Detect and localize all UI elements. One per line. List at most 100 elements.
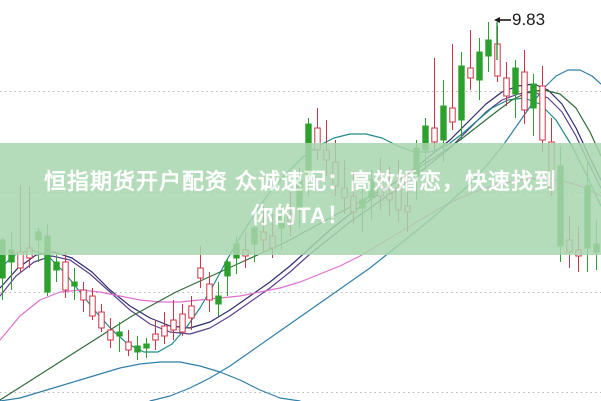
- candle-body: [242, 249, 249, 257]
- candle-body: [206, 283, 213, 301]
- candle-body: [485, 39, 492, 57]
- candle-7: [62, 252, 69, 298]
- candle-body: [593, 243, 600, 253]
- candle-body: [17, 251, 24, 269]
- candle-body: [359, 199, 366, 209]
- candle-6: [53, 252, 60, 282]
- candle-body: [224, 261, 231, 277]
- candle-13: [116, 322, 123, 352]
- candle-body: [332, 161, 339, 187]
- candle-52: [467, 30, 474, 90]
- candle-body: [125, 341, 132, 351]
- candle-body: [467, 67, 474, 79]
- candle-body: [53, 261, 60, 271]
- price-callout: 9.83: [494, 11, 545, 28]
- candle-body: [350, 195, 357, 213]
- candle-body: [539, 85, 546, 141]
- candle-body: [152, 333, 159, 341]
- candle-body: [440, 105, 447, 141]
- candle-53: [476, 38, 483, 100]
- candle-body: [296, 179, 303, 209]
- candle-16: [143, 338, 150, 358]
- candle-body: [71, 281, 78, 287]
- candle-18: [161, 312, 168, 344]
- candle-58: [521, 50, 528, 124]
- candle-body: [422, 125, 429, 151]
- candle-body: [62, 261, 69, 291]
- candle-body: [431, 127, 438, 143]
- arrow-left-icon: [494, 16, 511, 23]
- candle-9: [80, 282, 87, 312]
- candle-body: [8, 249, 15, 263]
- candle-body: [197, 267, 204, 279]
- candle-body: [413, 147, 420, 177]
- candle-57: [512, 60, 519, 118]
- candle-body: [458, 65, 465, 121]
- candle-body: [395, 187, 402, 211]
- candle-body: [341, 187, 348, 199]
- candle-body: [314, 127, 321, 151]
- candle-body: [44, 235, 51, 293]
- candle-8: [71, 268, 78, 300]
- candle-10: [89, 288, 96, 320]
- candle-body: [476, 51, 483, 81]
- candle-body: [98, 311, 105, 329]
- candle-24: [215, 282, 222, 316]
- candle-body: [305, 123, 312, 177]
- candle-body: [566, 239, 573, 253]
- candle-50: [449, 44, 456, 130]
- candle-12: [107, 318, 114, 348]
- candle-25: [224, 258, 231, 296]
- candle-body: [134, 345, 141, 353]
- candle-body: [323, 149, 330, 161]
- candle-59: [530, 74, 537, 136]
- candle-body: [80, 289, 87, 301]
- candle-body: [503, 77, 510, 97]
- price-callout-label: 9.83: [512, 10, 546, 29]
- ma-line-ma-steelblue: [0, 361, 301, 401]
- candle-56: [503, 62, 510, 106]
- candle-20: [179, 304, 186, 336]
- candle-body: [0, 239, 6, 279]
- candle-body: [377, 185, 384, 197]
- candle-body: [35, 231, 42, 241]
- candle-60: [539, 66, 546, 152]
- candle-body: [116, 331, 123, 337]
- candle-body: [548, 141, 555, 189]
- candle-54: [485, 22, 492, 72]
- candle-body: [269, 235, 276, 249]
- candle-body: [161, 325, 168, 337]
- candle-body: [449, 107, 456, 123]
- candle-17: [152, 320, 159, 350]
- candle-body: [278, 215, 285, 229]
- candle-body: [557, 165, 564, 247]
- candle-body: [521, 71, 528, 111]
- candle-48: [431, 58, 438, 150]
- candle-body: [188, 305, 195, 319]
- candle-19: [170, 300, 177, 340]
- candle-body: [107, 329, 114, 341]
- candle-body: [143, 343, 150, 349]
- candle-body: [251, 227, 258, 245]
- candle-body: [179, 313, 186, 333]
- candle-body: [512, 67, 519, 95]
- candle-body: [26, 247, 33, 259]
- candle-body: [215, 295, 222, 305]
- candle-body: [368, 179, 375, 199]
- candle-23: [206, 272, 213, 312]
- candle-51: [458, 52, 465, 140]
- candle-body: [260, 231, 267, 241]
- candle-body: [575, 249, 582, 257]
- candle-body: [287, 213, 294, 223]
- candle-14: [125, 330, 132, 356]
- candle-11: [98, 304, 105, 332]
- candle-body: [233, 243, 240, 259]
- candle-body: [584, 185, 591, 249]
- candle-body: [404, 205, 411, 213]
- candle-body: [170, 319, 177, 331]
- candle-body: [89, 295, 96, 317]
- candle-15: [134, 336, 141, 360]
- candle-body: [386, 193, 393, 201]
